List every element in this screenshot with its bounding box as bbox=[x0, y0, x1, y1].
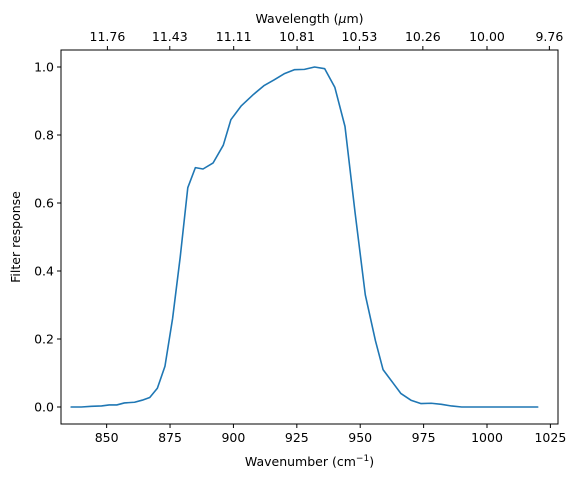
y-tick-label: 0.6 bbox=[34, 196, 54, 211]
x-axis-title-close: ) bbox=[369, 454, 374, 469]
top-tick-label: 11.76 bbox=[90, 29, 126, 44]
top-axis-title-post: m) bbox=[346, 11, 363, 26]
y-tick-label: 0.4 bbox=[34, 264, 54, 279]
x-axis-title: Wavenumber (cm−1) bbox=[245, 454, 374, 469]
x-tick-label: 975 bbox=[412, 430, 436, 445]
top-tick-label: 10.26 bbox=[405, 29, 441, 44]
x-axis-title-main: Wavenumber (cm bbox=[245, 454, 356, 469]
y-axis: 0.0 0.2 0.4 0.6 0.8 1.0 bbox=[34, 60, 61, 415]
y-tick-label: 1.0 bbox=[34, 60, 54, 75]
x-tick-label: 900 bbox=[221, 430, 245, 445]
x-tick-label: 1000 bbox=[471, 430, 503, 445]
top-tick-label: 10.81 bbox=[279, 29, 315, 44]
top-axis-title-mu: μ bbox=[338, 11, 347, 26]
y-tick-label: 0.2 bbox=[34, 332, 54, 347]
x-tick-label: 850 bbox=[95, 430, 119, 445]
top-tick-label: 11.11 bbox=[216, 29, 252, 44]
x-tick-label: 875 bbox=[158, 430, 182, 445]
y-tick-label: 0.8 bbox=[34, 128, 54, 143]
x-tick-label: 1025 bbox=[534, 430, 566, 445]
x-axis-title-superscript: −1 bbox=[356, 454, 369, 464]
plot-area bbox=[70, 66, 539, 408]
y-axis-title: Filter response bbox=[8, 191, 23, 283]
axes-frame bbox=[60, 49, 559, 425]
top-tick-label: 11.43 bbox=[152, 29, 188, 44]
y-tick-label: 0.0 bbox=[34, 400, 54, 415]
top-tick-label: 10.53 bbox=[342, 29, 378, 44]
x-tick-label: 925 bbox=[285, 430, 309, 445]
top-axis-title-pre: Wavelength ( bbox=[255, 11, 338, 26]
top-x-axis: 11.76 11.43 11.11 10.81 10.53 10.26 10.00 9.76 bbox=[90, 29, 563, 50]
top-tick-label: 10.00 bbox=[469, 29, 505, 44]
x-tick-label: 950 bbox=[348, 430, 372, 445]
top-axis-title: Wavelength (μm) bbox=[255, 11, 363, 26]
bottom-x-axis: 850 875 900 925 950 975 1000 1025 bbox=[95, 424, 566, 445]
series-line bbox=[70, 66, 539, 408]
top-tick-label: 9.76 bbox=[535, 29, 563, 44]
